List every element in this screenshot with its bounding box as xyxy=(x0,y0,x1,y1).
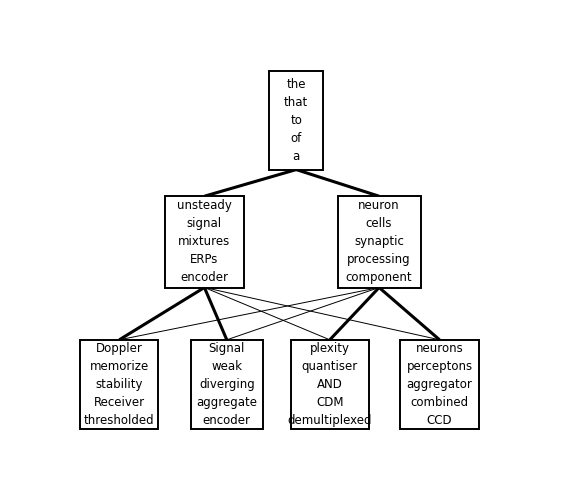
Text: neurons
perceptons
aggregator
combined
CCD: neurons perceptons aggregator combined C… xyxy=(406,342,473,427)
Text: plexity
quantiser
AND
CDM
demultiplexed: plexity quantiser AND CDM demultiplexed xyxy=(288,342,372,427)
FancyBboxPatch shape xyxy=(165,196,243,288)
FancyBboxPatch shape xyxy=(338,196,421,288)
FancyBboxPatch shape xyxy=(401,340,479,429)
FancyBboxPatch shape xyxy=(80,340,158,429)
Text: the
that
to
of
a: the that to of a xyxy=(284,78,308,163)
FancyBboxPatch shape xyxy=(291,340,369,429)
Text: Signal
weak
diverging
aggregate
encoder: Signal weak diverging aggregate encoder xyxy=(197,342,257,427)
FancyBboxPatch shape xyxy=(269,71,323,169)
FancyBboxPatch shape xyxy=(191,340,262,429)
Text: unsteady
signal
mixtures
ERPs
encoder: unsteady signal mixtures ERPs encoder xyxy=(177,200,232,285)
Text: neuron
cells
synaptic
processing
component: neuron cells synaptic processing compone… xyxy=(346,200,413,285)
Text: Doppler
memorize
stability
Receiver
thresholded: Doppler memorize stability Receiver thre… xyxy=(84,342,154,427)
